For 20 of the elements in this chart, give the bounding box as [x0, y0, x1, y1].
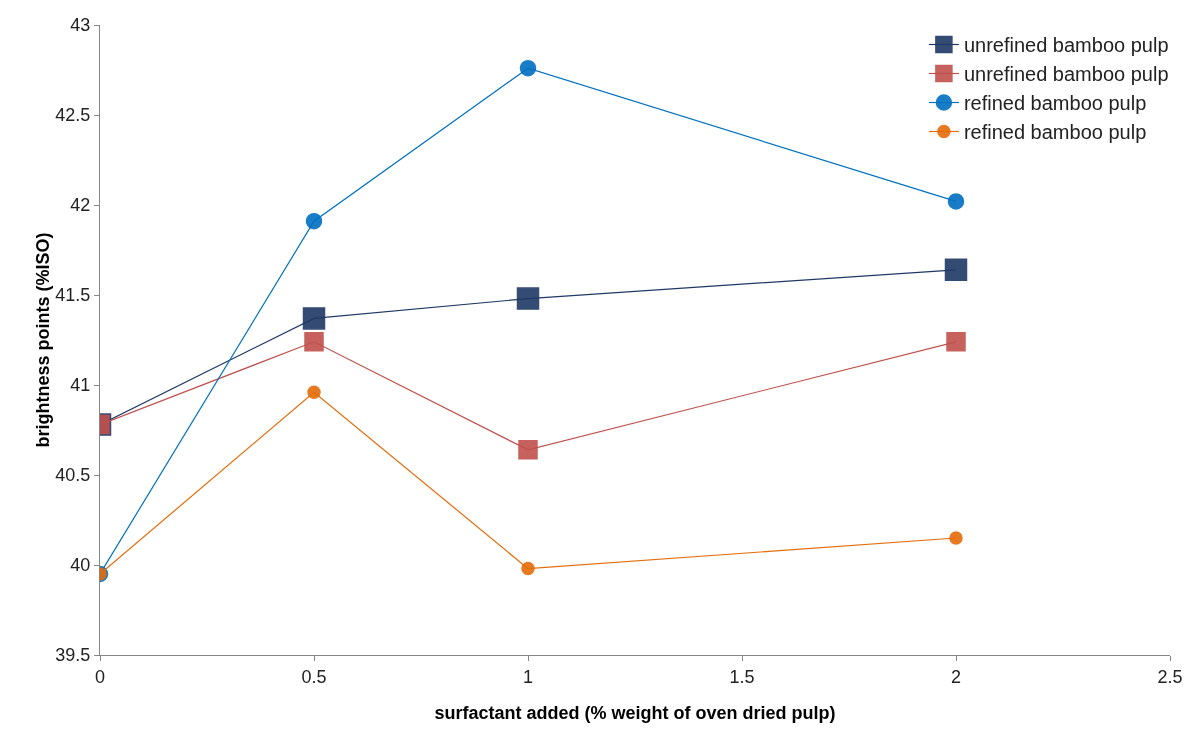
y-tick-label: 41.5	[55, 285, 91, 306]
y-tick-label: 41	[70, 375, 91, 396]
legend-label: refined bamboo pulp	[963, 92, 1147, 115]
legend-label: refined bamboo pulp	[963, 121, 1147, 144]
legend-label: unrefined bamboo pulp	[963, 34, 1169, 57]
x-tick-label: 2	[950, 666, 962, 687]
y-axis-title: brightness points (%ISO)	[33, 232, 54, 448]
x-tick-label: 0.5	[301, 666, 327, 687]
x-tick-label: 1.5	[729, 666, 755, 687]
x-tick-label: 2.5	[1157, 666, 1183, 687]
x-tick-label: 0	[94, 666, 106, 687]
y-tick-label: 39.5	[55, 645, 91, 666]
y-tick-label: 40	[70, 555, 91, 576]
x-axis-title: surfactant added (% weight of oven dried pulp)	[434, 703, 836, 723]
y-tick-label: 43	[70, 15, 91, 36]
legend-label: unrefined bamboo pulp	[963, 63, 1169, 86]
y-tick-label: 40.5	[55, 465, 91, 486]
y-tick-label: 42.5	[55, 105, 91, 126]
x-tick-label: 1	[522, 666, 534, 687]
y-tick-label: 42	[70, 195, 91, 216]
